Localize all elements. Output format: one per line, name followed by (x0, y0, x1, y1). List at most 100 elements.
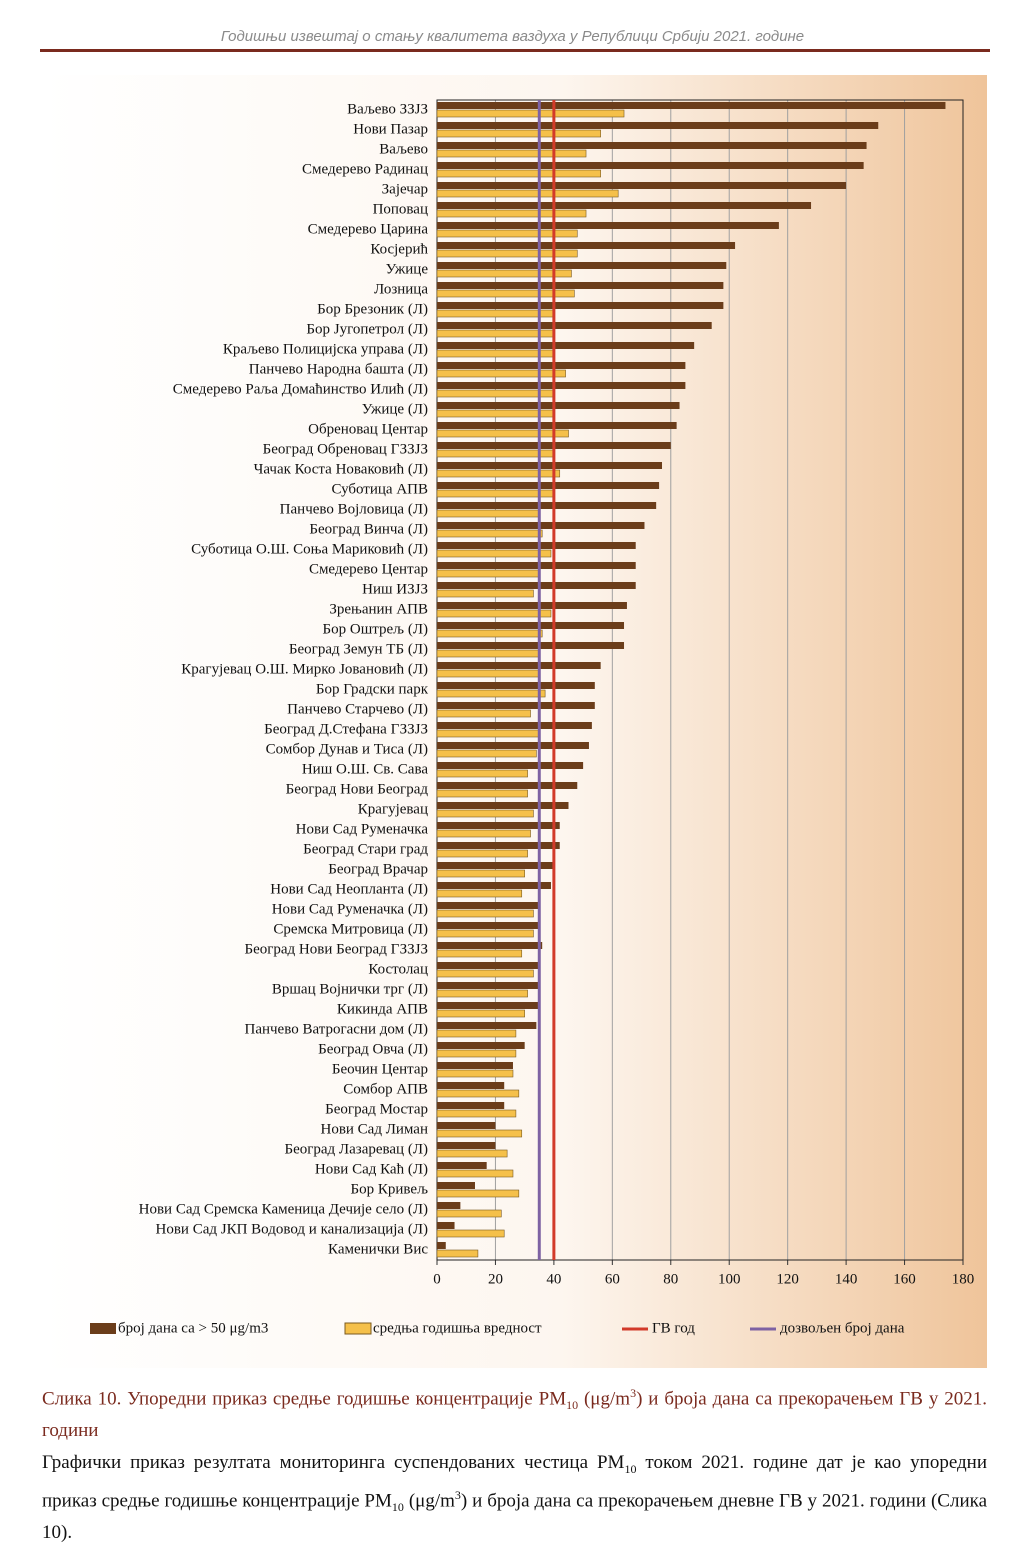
legend-label: ГВ год (652, 1320, 695, 1336)
y-tick-label: Београд Нови Београд ГЗЗЈЗ (244, 941, 428, 957)
bar (436, 109, 625, 118)
bar (437, 502, 657, 509)
header-rule (40, 49, 990, 52)
bar (437, 462, 663, 469)
x-tick-label: 180 (952, 1271, 975, 1287)
bar (437, 1042, 525, 1049)
x-tick-label: 40 (546, 1271, 561, 1287)
bar (436, 1249, 479, 1258)
y-tick-label: Сомбор Дунав и Тиса (Л) (266, 741, 428, 757)
y-tick-label: Панчево Војловица (Л) (280, 501, 428, 517)
bar (436, 929, 534, 938)
bar (437, 362, 686, 369)
bar (436, 349, 555, 358)
bar (436, 909, 534, 918)
y-tick-label: Крагујевац О.Ш. Мирко Јовановић (Л) (181, 661, 428, 677)
bar (436, 889, 523, 898)
bar (437, 542, 636, 549)
bar (437, 742, 589, 749)
bar (437, 1102, 505, 1109)
bar (436, 189, 619, 198)
y-tick-label: Нови Пазар (353, 121, 428, 137)
y-tick-label: Смедерево Радинац (302, 161, 428, 177)
bar (437, 882, 551, 889)
text-run: (μg/m (403, 1490, 455, 1512)
bar (436, 749, 537, 758)
bar (436, 1149, 508, 1158)
text-run: 10 (566, 1398, 579, 1413)
bar (436, 509, 540, 518)
bar (437, 1062, 513, 1069)
y-tick-label: Крагујевац (358, 801, 428, 817)
bar (436, 769, 528, 778)
bar (437, 242, 736, 249)
legend-label: средња годишња вредност (373, 1320, 542, 1336)
bar (437, 382, 686, 389)
bar (436, 289, 575, 298)
bar (437, 1162, 487, 1169)
bar (437, 962, 540, 969)
bar (437, 1002, 540, 1009)
bar (437, 482, 660, 489)
bar (436, 549, 552, 558)
y-tick-label: Каменички Вис (328, 1241, 428, 1257)
bar (437, 942, 543, 949)
x-tick-label: 120 (776, 1271, 799, 1287)
x-tick-label: 80 (663, 1271, 678, 1287)
bar (436, 469, 561, 478)
bar (437, 1082, 505, 1089)
bar (437, 142, 867, 149)
bar (436, 1189, 520, 1198)
bar (437, 822, 560, 829)
bar (436, 369, 566, 378)
bar (436, 629, 543, 638)
y-tick-label: Панчево Ватрогасни дом (Л) (245, 1021, 429, 1037)
y-tick-label: Ваљево ЗЗЈЗ (347, 101, 428, 117)
bar (437, 1222, 455, 1229)
y-tick-label: Смедерево Центар (309, 561, 428, 577)
bar (436, 569, 540, 578)
bar (436, 149, 587, 158)
legend-label: дозвољен број дана (780, 1320, 905, 1336)
bar (437, 1202, 461, 1209)
y-tick-label: Београд Обреновац ГЗЗЈЗ (263, 441, 428, 457)
y-tick-label: Суботица АПВ (331, 481, 428, 497)
y-tick-label: Београд Стари град (303, 841, 428, 857)
bar (436, 249, 578, 258)
y-tick-label: Ужице (Л) (362, 401, 428, 417)
bar (437, 1242, 446, 1249)
bar (437, 1182, 475, 1189)
y-tick-label: Костолац (368, 961, 428, 977)
bar (436, 1089, 520, 1098)
x-tick-label: 20 (488, 1271, 503, 1287)
bar (436, 389, 555, 398)
bar (436, 529, 543, 538)
bar (436, 129, 601, 138)
text-run: ) и броја дана са прекорачењем дневне ГВ… (42, 1490, 987, 1543)
chart: 0 20 40 60 80 100 120 140 160 180 Ваљево ЗЗЈЗ Нови … (42, 75, 987, 1368)
y-tick-label: Суботица О.Ш. Соња Мариковић (Л) (191, 541, 428, 557)
bar (436, 1009, 525, 1018)
y-tick-label: Бор Градски парк (316, 681, 429, 697)
bar (437, 582, 636, 589)
y-tick-label: Бор Брезоник (Л) (317, 301, 428, 317)
y-tick-label: Поповац (373, 201, 428, 217)
legend-swatch (344, 1322, 372, 1335)
bar (437, 862, 554, 869)
bar (437, 1022, 537, 1029)
bar (436, 1109, 517, 1118)
y-tick-label: Београд Овча (Л) (318, 1041, 428, 1057)
bar (436, 429, 569, 438)
y-tick-label: Нови Сад Каћ (Л) (315, 1161, 428, 1177)
bar (436, 1029, 517, 1038)
bar (437, 302, 724, 309)
bar (437, 722, 592, 729)
y-tick-label: Кикинда АПВ (337, 1001, 428, 1017)
y-tick-label: Вршац Војнички трг (Л) (272, 981, 428, 997)
bar (436, 729, 540, 738)
bar (437, 282, 724, 289)
y-tick-label: Ужице (386, 261, 429, 277)
bar (436, 829, 531, 838)
bar (437, 322, 712, 329)
